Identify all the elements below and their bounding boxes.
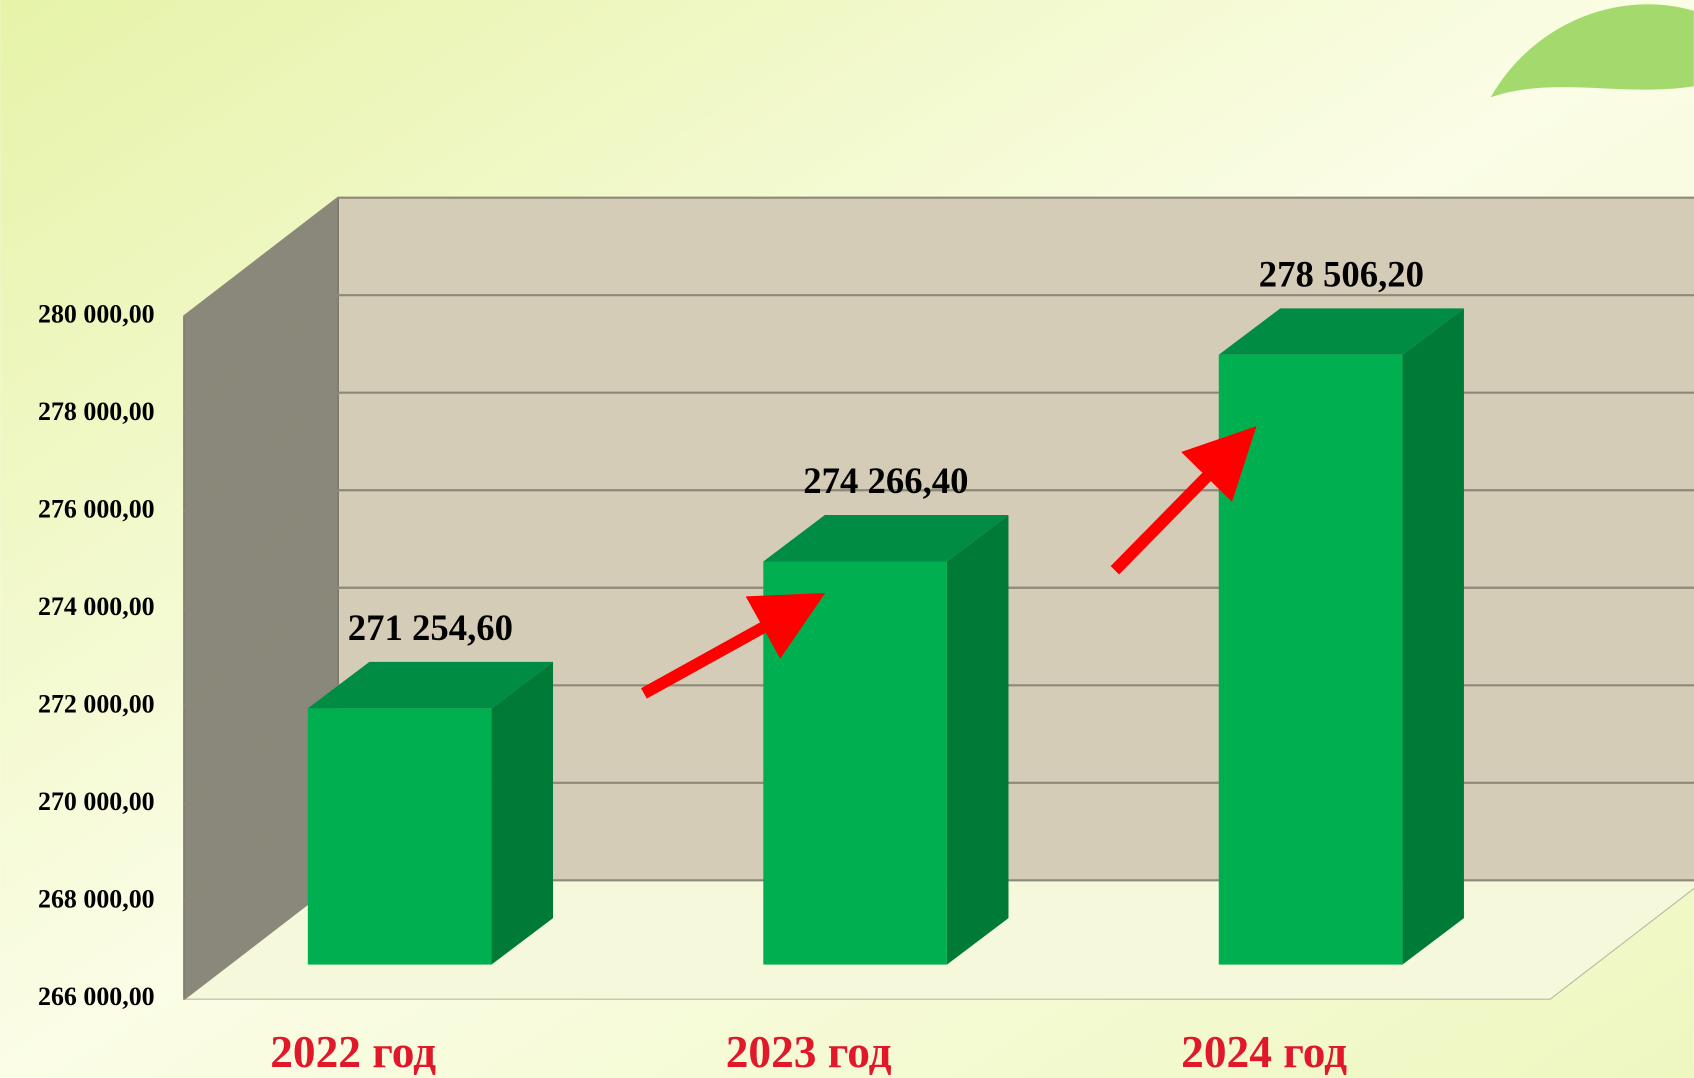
- y-tick-label: 272 000,00: [38, 690, 155, 719]
- bar: [308, 708, 492, 964]
- x-tick-label: 2022 год: [270, 1027, 436, 1077]
- bar-side: [1402, 308, 1464, 964]
- bar-side: [947, 515, 1009, 965]
- plot-area: 266 000,00 268 000,00 270 000,00 272 000,00…: [38, 198, 1694, 1077]
- x-tick-label: 2023 год: [726, 1027, 892, 1077]
- bar: [763, 562, 947, 965]
- y-tick-label: 280 000,00: [38, 299, 155, 328]
- bar: [1219, 355, 1403, 965]
- x-tick-label: 2024 год: [1181, 1027, 1347, 1077]
- y-tick-label: 274 000,00: [38, 592, 155, 621]
- y-tick-label: 276 000,00: [38, 494, 155, 523]
- value-label: 278 506,20: [1259, 253, 1424, 294]
- y-tick-label: 270 000,00: [38, 787, 155, 816]
- value-label: 271 254,60: [348, 607, 513, 648]
- y-tick-label: 278 000,00: [38, 397, 155, 426]
- bar-side: [491, 662, 553, 965]
- y-tick-label: 266 000,00: [38, 982, 155, 1011]
- chart: 266 000,00 268 000,00 270 000,00 272 000,00…: [0, 0, 1694, 1078]
- page: {"chart_data": {"type": "bar3d", "catego…: [0, 0, 1694, 1078]
- y-tick-label: 268 000,00: [38, 885, 155, 914]
- value-label: 274 266,40: [803, 460, 968, 501]
